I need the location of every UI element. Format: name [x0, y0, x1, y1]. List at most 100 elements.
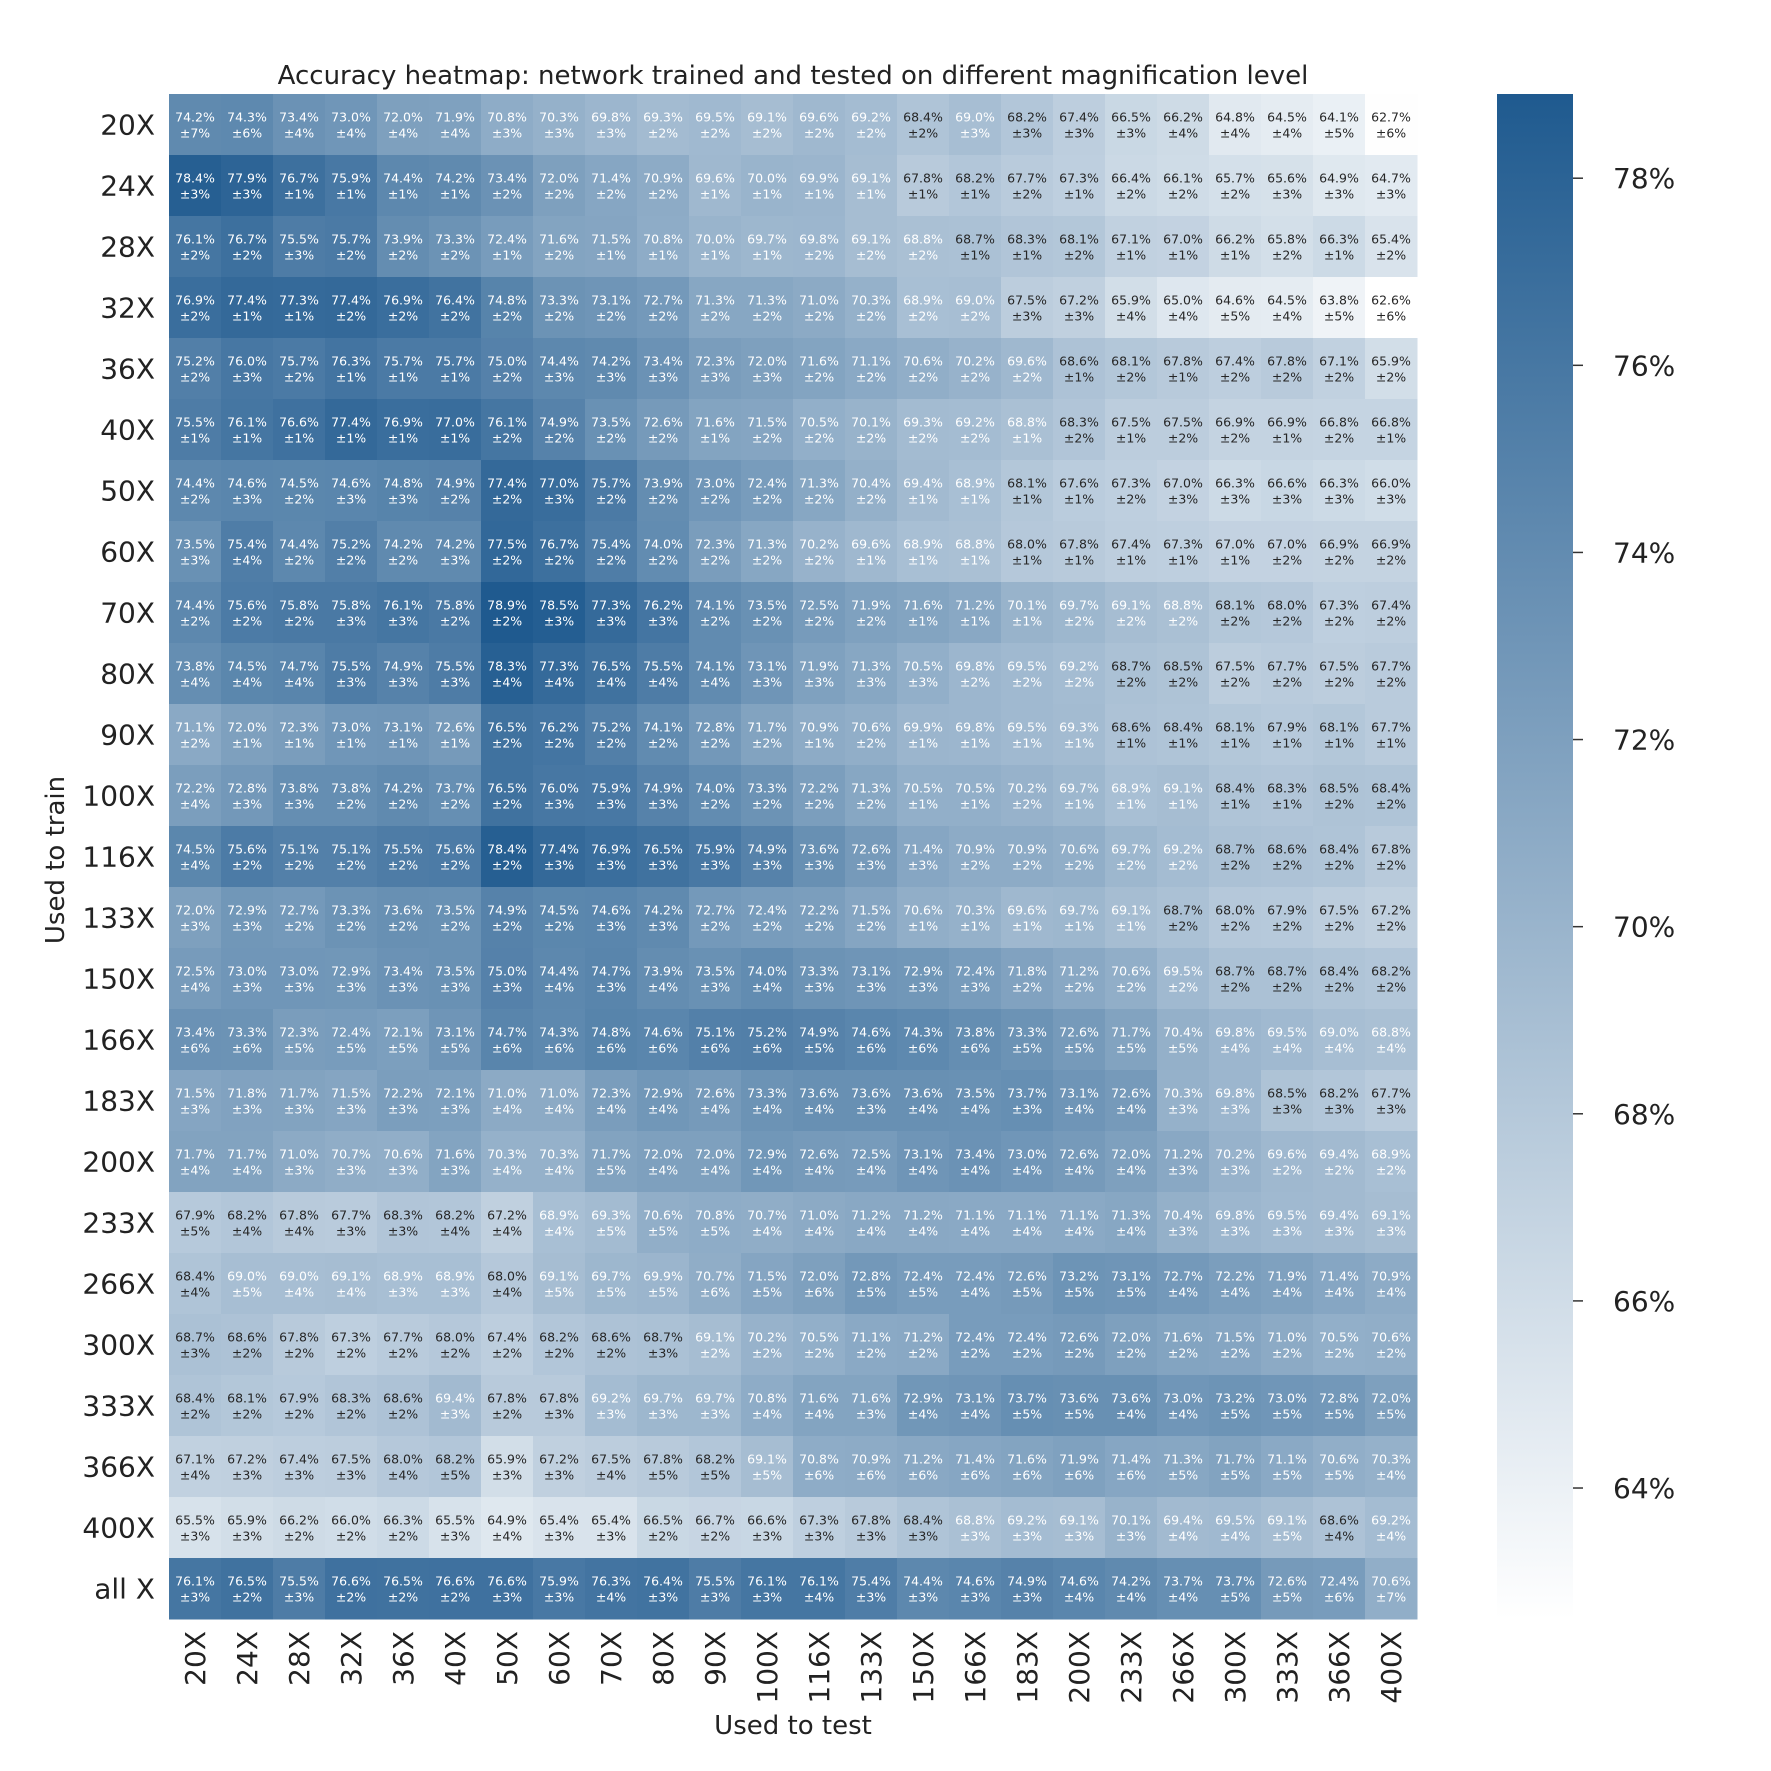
- cell-value-label: 71.6%: [435, 1147, 475, 1162]
- heatmap-cell: [429, 765, 482, 827]
- cell-error-label: ±4%: [596, 1590, 626, 1605]
- cell-value-label: 73.8%: [175, 659, 215, 674]
- cell-error-label: ±1%: [752, 248, 782, 263]
- cell-value-label: 71.2%: [903, 1330, 943, 1345]
- cell-error-label: ±3%: [232, 919, 262, 934]
- cell-value-label: 76.5%: [487, 720, 527, 735]
- y-tick-label: 200X: [82, 1146, 155, 1179]
- heatmap-cell: [1157, 1375, 1210, 1437]
- heatmap-cell: [325, 155, 378, 217]
- heatmap-cell: [533, 94, 586, 156]
- heatmap-cell: [845, 338, 898, 400]
- cell-value-label: 69.1%: [1267, 1513, 1307, 1528]
- cell-value-label: 71.1%: [175, 720, 215, 735]
- cell-value-label: 68.9%: [955, 476, 995, 491]
- heatmap-cell: [1313, 1192, 1366, 1254]
- heatmap-cell: [1001, 216, 1054, 278]
- cell-error-label: ±2%: [1220, 431, 1250, 446]
- cell-error-label: ±4%: [804, 1163, 834, 1178]
- cell-error-label: ±1%: [1012, 553, 1042, 568]
- cell-value-label: 69.8%: [1215, 1208, 1255, 1223]
- cell-value-label: 75.1%: [695, 1025, 735, 1040]
- cell-value-label: 72.0%: [1111, 1147, 1151, 1162]
- cell-value-label: 77.3%: [279, 293, 319, 308]
- cell-error-label: ±2%: [180, 492, 210, 507]
- cell-value-label: 69.6%: [1007, 354, 1047, 369]
- heatmap-cell: [949, 1558, 1002, 1620]
- cell-value-label: 67.3%: [1163, 537, 1203, 552]
- cell-error-label: ±2%: [1376, 675, 1406, 690]
- heatmap-cell: [897, 338, 950, 400]
- heatmap-cell: [273, 460, 326, 522]
- cell-value-label: 76.0%: [539, 781, 579, 796]
- cell-error-label: ±4%: [1376, 1285, 1406, 1300]
- heatmap-cell: [1261, 460, 1314, 522]
- heatmap-cell: [689, 1253, 742, 1315]
- heatmap-cell: [221, 460, 274, 522]
- cell-value-label: 73.3%: [539, 293, 579, 308]
- cell-error-label: ±2%: [284, 1407, 314, 1422]
- cell-error-label: ±2%: [232, 248, 262, 263]
- cell-value-label: 73.6%: [383, 903, 423, 918]
- cell-value-label: 68.0%: [383, 1452, 423, 1467]
- cell-value-label: 75.2%: [747, 1025, 787, 1040]
- cell-value-label: 73.3%: [1007, 1025, 1047, 1040]
- heatmap-cell: [741, 1131, 794, 1193]
- heatmap-cell: [897, 277, 950, 339]
- cell-value-label: 67.8%: [279, 1330, 319, 1345]
- cell-error-label: ±2%: [284, 858, 314, 873]
- heatmap-cell: [1157, 1192, 1210, 1254]
- cell-value-label: 76.7%: [227, 232, 267, 247]
- heatmap-cell: [221, 765, 274, 827]
- cell-error-label: ±3%: [596, 919, 626, 934]
- cell-error-label: ±5%: [1220, 1407, 1250, 1422]
- cell-value-label: 75.9%: [695, 842, 735, 857]
- cell-value-label: 76.6%: [435, 1574, 475, 1589]
- cell-value-label: 72.6%: [1059, 1147, 1099, 1162]
- cell-error-label: ±3%: [284, 1468, 314, 1483]
- cell-value-label: 70.6%: [1111, 964, 1151, 979]
- cell-error-label: ±2%: [1376, 797, 1406, 812]
- heatmap-cell: [533, 582, 586, 644]
- cell-value-label: 68.6%: [1267, 842, 1307, 857]
- heatmap-cell: [481, 399, 534, 461]
- heatmap-cell: [845, 1192, 898, 1254]
- heatmap-cell: [845, 1253, 898, 1315]
- cell-value-label: 75.8%: [331, 598, 371, 613]
- heatmap-cell: [1105, 1253, 1158, 1315]
- heatmap-cell: [637, 399, 690, 461]
- cell-error-label: ±2%: [1220, 614, 1250, 629]
- cell-value-label: 75.4%: [591, 537, 631, 552]
- cell-error-label: ±4%: [1272, 309, 1302, 324]
- cell-error-label: ±1%: [804, 187, 834, 202]
- cell-value-label: 74.2%: [435, 171, 475, 186]
- heatmap-cell: [273, 582, 326, 644]
- heatmap-cell: [585, 582, 638, 644]
- cell-value-label: 76.9%: [591, 842, 631, 857]
- cell-value-label: 67.3%: [331, 1330, 371, 1345]
- heatmap-cell: [793, 1436, 846, 1498]
- heatmap-cell: [897, 1253, 950, 1315]
- x-tick-label: 266X: [1167, 1631, 1200, 1704]
- heatmap-cell: [637, 1192, 690, 1254]
- cell-error-label: ±1%: [1168, 736, 1198, 751]
- heatmap-cell: [741, 1558, 794, 1620]
- cell-value-label: 65.4%: [1371, 232, 1411, 247]
- cell-error-label: ±2%: [700, 1529, 730, 1544]
- cell-value-label: 72.0%: [747, 354, 787, 369]
- heatmap-cell: [169, 1131, 222, 1193]
- cell-value-label: 74.0%: [695, 781, 735, 796]
- cell-error-label: ±4%: [856, 1163, 886, 1178]
- heatmap-cell: [273, 338, 326, 400]
- cell-value-label: 77.4%: [331, 415, 371, 430]
- cell-value-label: 72.4%: [1319, 1574, 1359, 1589]
- cell-value-label: 73.7%: [1007, 1086, 1047, 1101]
- heatmap-cell: [689, 1070, 742, 1132]
- cell-value-label: 72.0%: [1371, 1391, 1411, 1406]
- cell-value-label: 67.4%: [487, 1330, 527, 1345]
- cell-error-label: ±3%: [1012, 126, 1042, 141]
- cell-error-label: ±4%: [960, 1102, 990, 1117]
- y-tick-label: 333X: [82, 1390, 155, 1423]
- heatmap-cell: [585, 94, 638, 156]
- heatmap-cell: [897, 460, 950, 522]
